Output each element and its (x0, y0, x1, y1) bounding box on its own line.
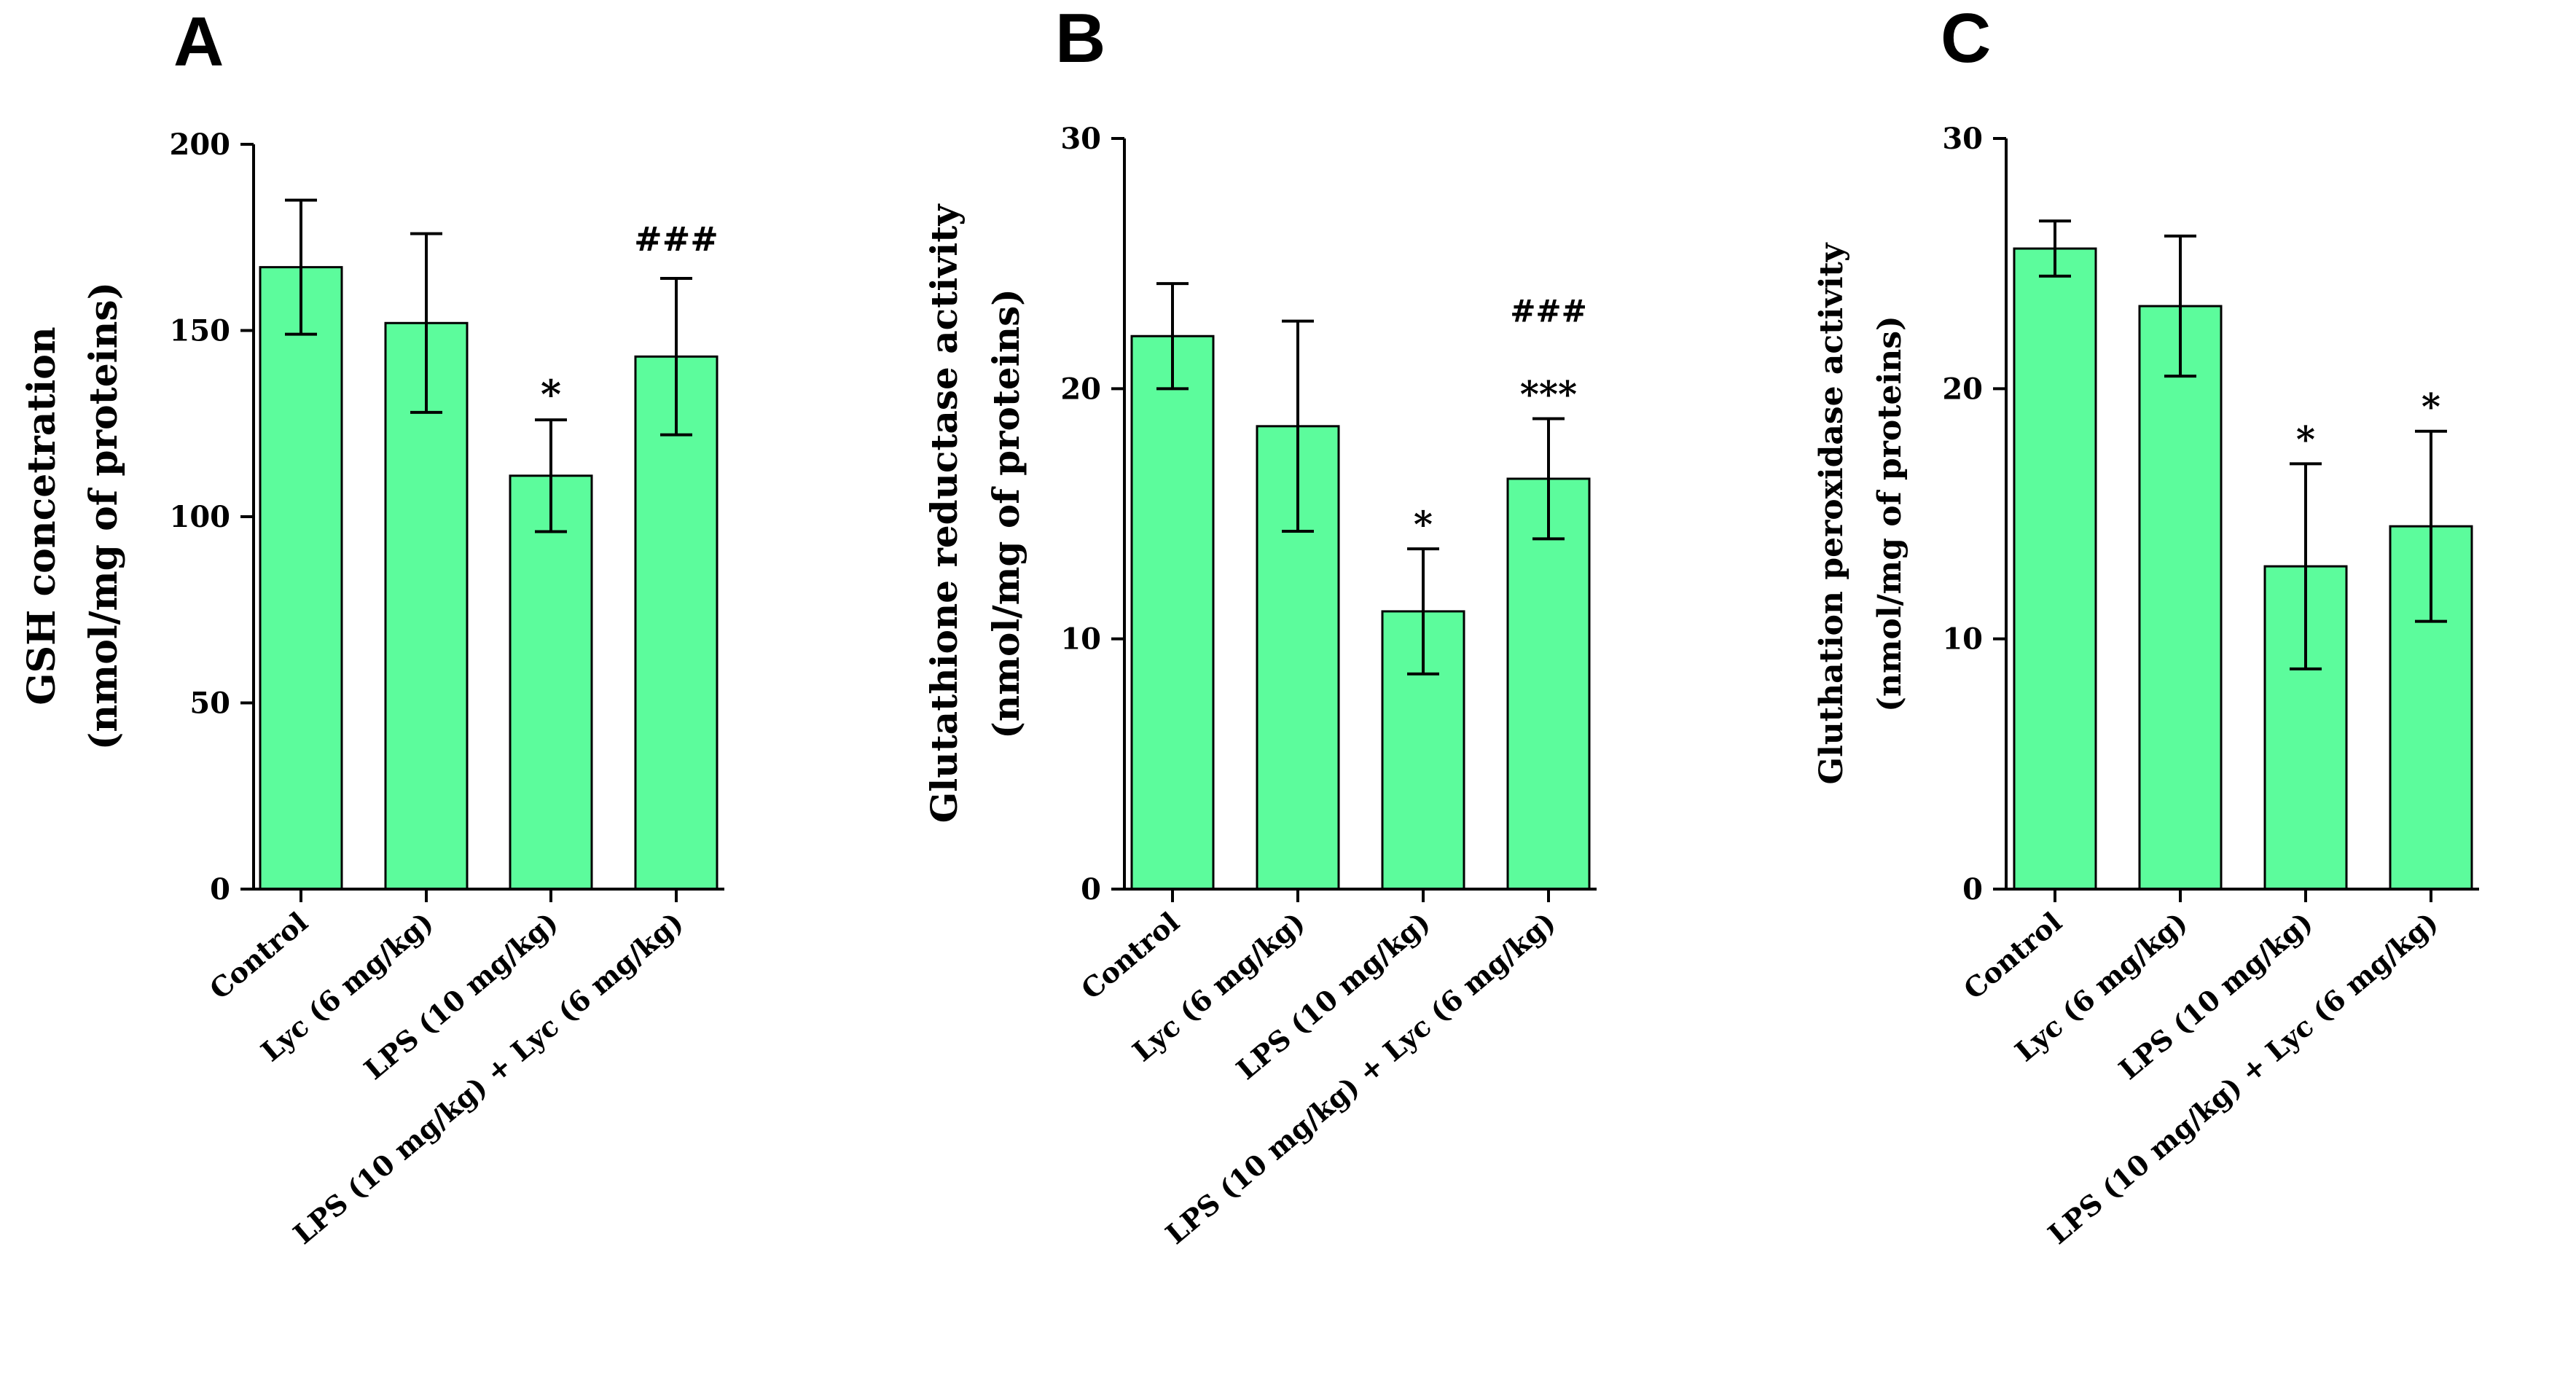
bar (1130, 335, 1215, 891)
significance-annotation: * (1414, 503, 1433, 546)
chart-panel-b: B Glutathione reductase activity (nmol/mg … (923, 0, 1597, 1251)
y-tick-label: 30 (1060, 122, 1101, 156)
y-tick-label: 0 (1962, 872, 1983, 907)
y-axis-label: Glutathione reductase activity (923, 203, 966, 823)
y-tick-label: 20 (1060, 372, 1101, 406)
bar (2138, 305, 2223, 891)
x-tick-label: Control (1957, 905, 2068, 1006)
bar (634, 355, 719, 891)
y-tick-label: 30 (1942, 122, 1983, 156)
significance-annotation: * (2422, 386, 2440, 429)
x-tick-label: Control (1075, 905, 1186, 1006)
significance-annotation: ### (634, 219, 719, 259)
y-tick-label: 50 (189, 686, 230, 721)
significance-annotation: *** (1520, 373, 1577, 416)
bar (2013, 247, 2097, 891)
y-tick-label: 0 (210, 872, 230, 907)
significance-annotation: ### (1510, 294, 1587, 329)
y-tick-label: 0 (1081, 872, 1101, 907)
panel-letter: A (173, 3, 224, 81)
y-tick-label: 150 (170, 314, 231, 348)
significance-annotation: * (541, 371, 561, 418)
bar (1506, 477, 1591, 891)
chart-panel-c: C Gluthation peroxidase activity (nmol/mg … (1813, 0, 2479, 1251)
y-tick-label: 100 (170, 500, 231, 534)
y-axis-label: GSH concetration (20, 326, 64, 705)
x-tick-label: Control (203, 905, 314, 1006)
panel-letter: B (1055, 0, 1105, 77)
y-axis-label: Gluthation peroxidase activity (1813, 242, 1850, 784)
y-axis-label: (nmol/mg of proteins) (984, 289, 1027, 739)
panel-letter: C (1941, 0, 1991, 77)
bar (509, 474, 593, 891)
y-tick-label: 10 (1060, 622, 1101, 657)
y-tick-label: 10 (1942, 622, 1983, 657)
y-tick-label: 200 (170, 128, 231, 162)
bar (259, 266, 343, 891)
bar (384, 321, 469, 891)
chart-panel-a: A GSH concetration (nmol/mg of proteins) * #… (20, 3, 724, 1251)
y-axis-label: (nmol/mg of proteins) (82, 282, 126, 750)
y-tick-label: 20 (1942, 372, 1983, 406)
significance-annotation: * (2296, 418, 2315, 461)
y-axis-label: (nmol/mg of proteins) (1871, 316, 1908, 712)
